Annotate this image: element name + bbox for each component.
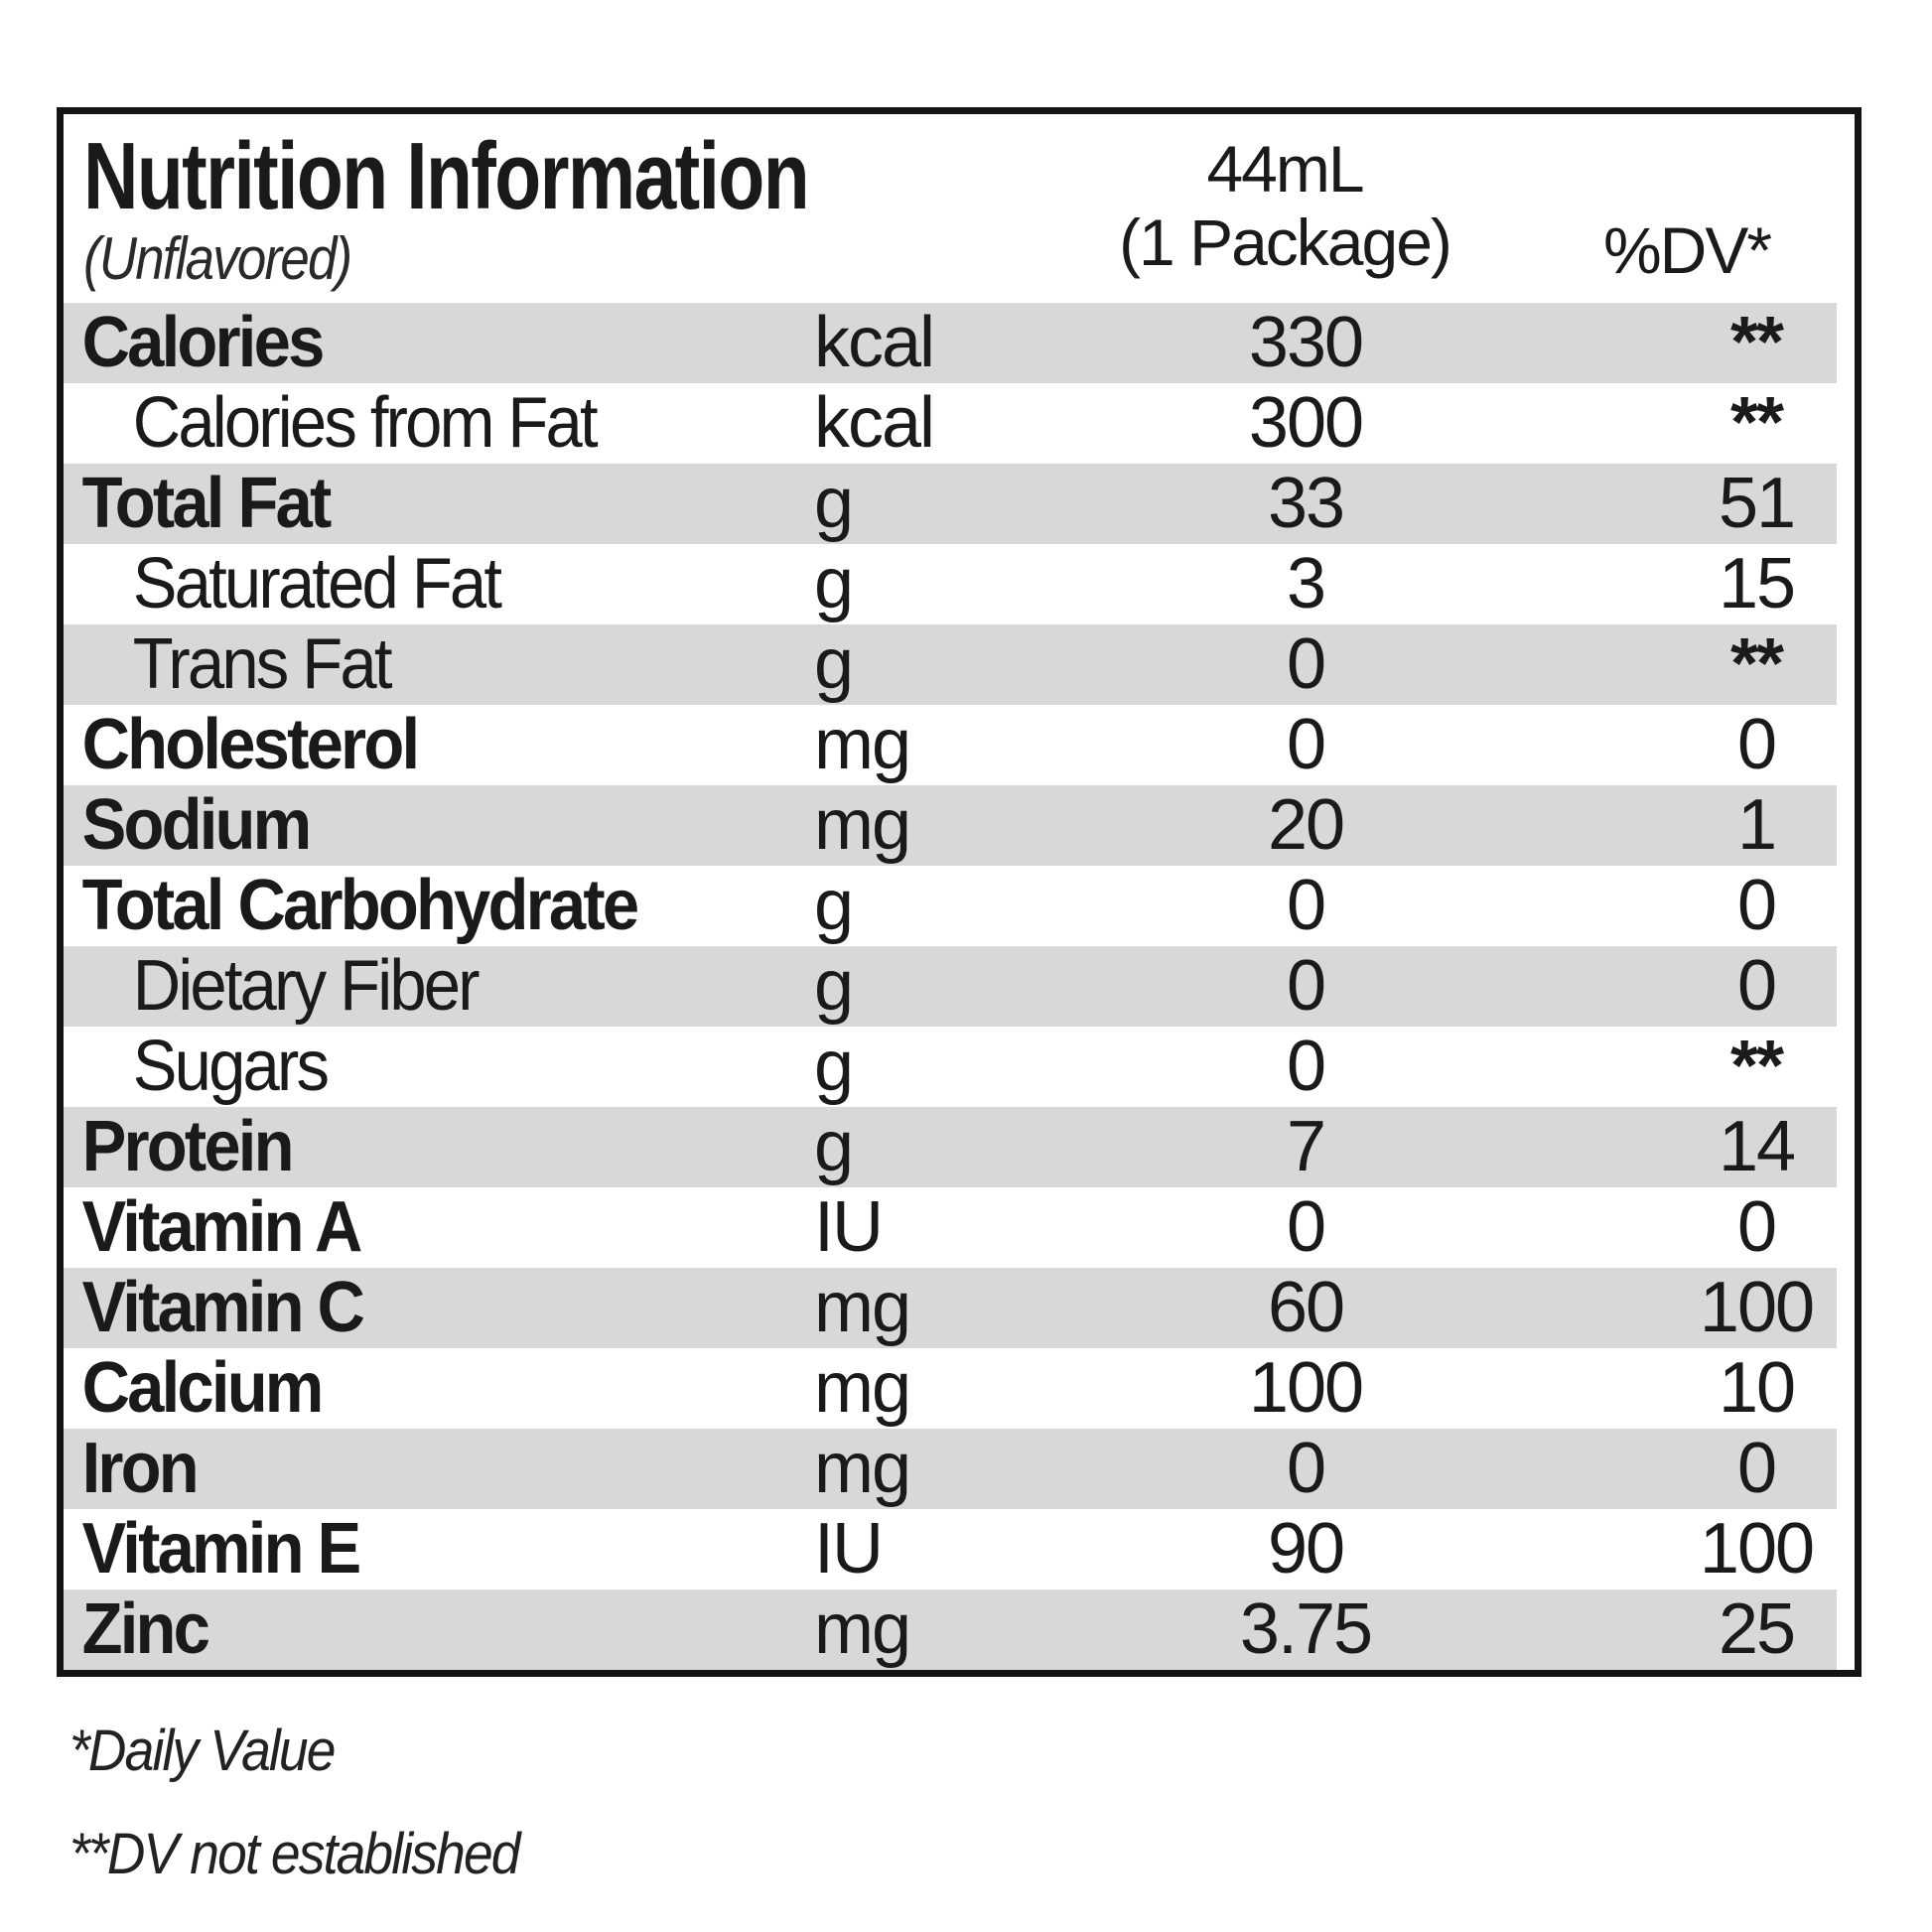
row-unit: mg	[814, 785, 911, 865]
row-label: Total Fat	[81, 464, 333, 543]
table-row: Cholesterol mg 0 0	[64, 705, 1855, 785]
serving-size-volume: 44mL	[1206, 132, 1364, 206]
row-label: Calories from Fat	[132, 383, 599, 463]
row-dv: **	[1729, 1027, 1784, 1106]
table-row: Calcium mg 100 10	[64, 1348, 1855, 1429]
row-unit: g	[814, 946, 854, 1026]
row-dv: **	[1729, 383, 1784, 463]
row-amount: 0	[1286, 1429, 1326, 1508]
row-amount: 100	[1248, 1348, 1364, 1428]
serving-size-header: 44mL (1 Package)	[1056, 132, 1513, 279]
row-unit: g	[814, 544, 854, 623]
row-dv: 25	[1718, 1589, 1796, 1669]
row-amount: 3	[1286, 544, 1326, 623]
row-label: Cholesterol	[81, 705, 420, 784]
row-amount: 300	[1248, 383, 1364, 463]
row-amount: 33	[1267, 464, 1345, 543]
row-amount: 0	[1286, 1027, 1326, 1106]
row-label: Trans Fat	[132, 624, 393, 704]
table-subtitle: (Unflavored)	[83, 225, 352, 292]
row-amount: 90	[1267, 1509, 1345, 1588]
serving-size-package: (1 Package)	[1119, 206, 1452, 279]
row-dv: 0	[1736, 1429, 1777, 1508]
row-amount: 7	[1286, 1107, 1326, 1186]
row-label: Iron	[81, 1429, 200, 1508]
row-amount: 20	[1267, 785, 1345, 865]
table-title: Nutrition Information	[83, 123, 810, 229]
nutrition-table: Nutrition Information (Unflavored) 44mL …	[57, 107, 1862, 1677]
row-dv: 0	[1736, 1187, 1777, 1267]
daily-value-header: %DV*	[1602, 213, 1772, 287]
row-unit: g	[814, 1027, 854, 1106]
table-row: Total Fat g 33 51	[64, 464, 1855, 544]
table-row: Vitamin E IU 90 100	[64, 1509, 1855, 1589]
table-row: Zinc mg 3.75 25	[64, 1589, 1855, 1670]
table-row: Sodium mg 20 1	[64, 785, 1855, 866]
row-label: Saturated Fat	[132, 544, 502, 623]
table-row: Dietary Fiber g 0 0	[64, 946, 1855, 1027]
row-amount: 0	[1286, 866, 1326, 945]
row-unit: g	[814, 866, 854, 945]
table-row: Trans Fat g 0 **	[64, 624, 1855, 705]
table-row: Vitamin A IU 0 0	[64, 1187, 1855, 1268]
row-unit: kcal	[814, 383, 935, 463]
row-label: Sodium	[81, 785, 313, 865]
row-unit: mg	[814, 1268, 911, 1347]
row-label: Sugars	[132, 1027, 330, 1106]
row-dv: 51	[1718, 464, 1796, 543]
table-row: Calories from Fat kcal 300 **	[64, 383, 1855, 464]
table-header: Nutrition Information (Unflavored) 44mL …	[64, 114, 1855, 303]
row-label: Dietary Fiber	[132, 946, 481, 1026]
row-amount: 3.75	[1239, 1589, 1373, 1669]
table-row: Iron mg 0 0	[64, 1429, 1855, 1509]
table-row: Total Carbohydrate g 0 0	[64, 866, 1855, 946]
row-unit: g	[814, 464, 854, 543]
row-amount: 330	[1248, 303, 1364, 382]
row-dv: 100	[1699, 1268, 1815, 1347]
nutrient-rows: Calories kcal 330 ** Calories from Fat kcal 30…	[64, 303, 1855, 1670]
row-amount: 0	[1286, 1187, 1326, 1267]
row-label: Zinc	[81, 1589, 210, 1669]
row-amount: 0	[1286, 705, 1326, 784]
footnote-dv-not-established: **DV not established	[69, 1822, 520, 1886]
row-label: Vitamin C	[81, 1268, 365, 1347]
table-row: Sugars g 0 **	[64, 1027, 1855, 1107]
row-amount: 60	[1267, 1268, 1345, 1347]
row-dv: 0	[1736, 866, 1777, 945]
row-dv: 10	[1718, 1348, 1796, 1428]
row-label: Vitamin A	[81, 1187, 363, 1267]
row-unit: mg	[814, 1429, 911, 1508]
row-unit: g	[814, 1107, 854, 1186]
row-dv: 15	[1718, 544, 1796, 623]
row-label: Calcium	[81, 1348, 325, 1428]
row-dv: 0	[1736, 946, 1777, 1026]
row-unit: mg	[814, 1348, 911, 1428]
row-dv: 1	[1736, 785, 1777, 865]
table-row: Protein g 7 14	[64, 1107, 1855, 1187]
table-row: Vitamin C mg 60 100	[64, 1268, 1855, 1348]
footnotes: *Daily Value **DV not established	[69, 1700, 520, 1906]
row-unit: g	[814, 624, 854, 704]
row-amount: 0	[1286, 624, 1326, 704]
row-unit: IU	[814, 1509, 884, 1588]
row-dv: **	[1729, 624, 1784, 704]
row-dv: 14	[1718, 1107, 1796, 1186]
row-dv: 0	[1736, 705, 1777, 784]
row-dv: 100	[1699, 1509, 1815, 1588]
table-row: Calories kcal 330 **	[64, 303, 1855, 383]
row-unit: kcal	[814, 303, 935, 382]
row-label: Vitamin E	[81, 1509, 362, 1588]
row-unit: mg	[814, 1589, 911, 1669]
row-label: Protein	[81, 1107, 295, 1186]
row-label: Calories	[81, 303, 326, 382]
row-unit: IU	[814, 1187, 884, 1267]
row-label: Total Carbohydrate	[81, 866, 639, 945]
footnote-daily-value: *Daily Value	[69, 1719, 336, 1783]
row-dv: **	[1729, 303, 1784, 382]
row-amount: 0	[1286, 946, 1326, 1026]
table-row: Saturated Fat g 3 15	[64, 544, 1855, 624]
row-unit: mg	[814, 705, 911, 784]
